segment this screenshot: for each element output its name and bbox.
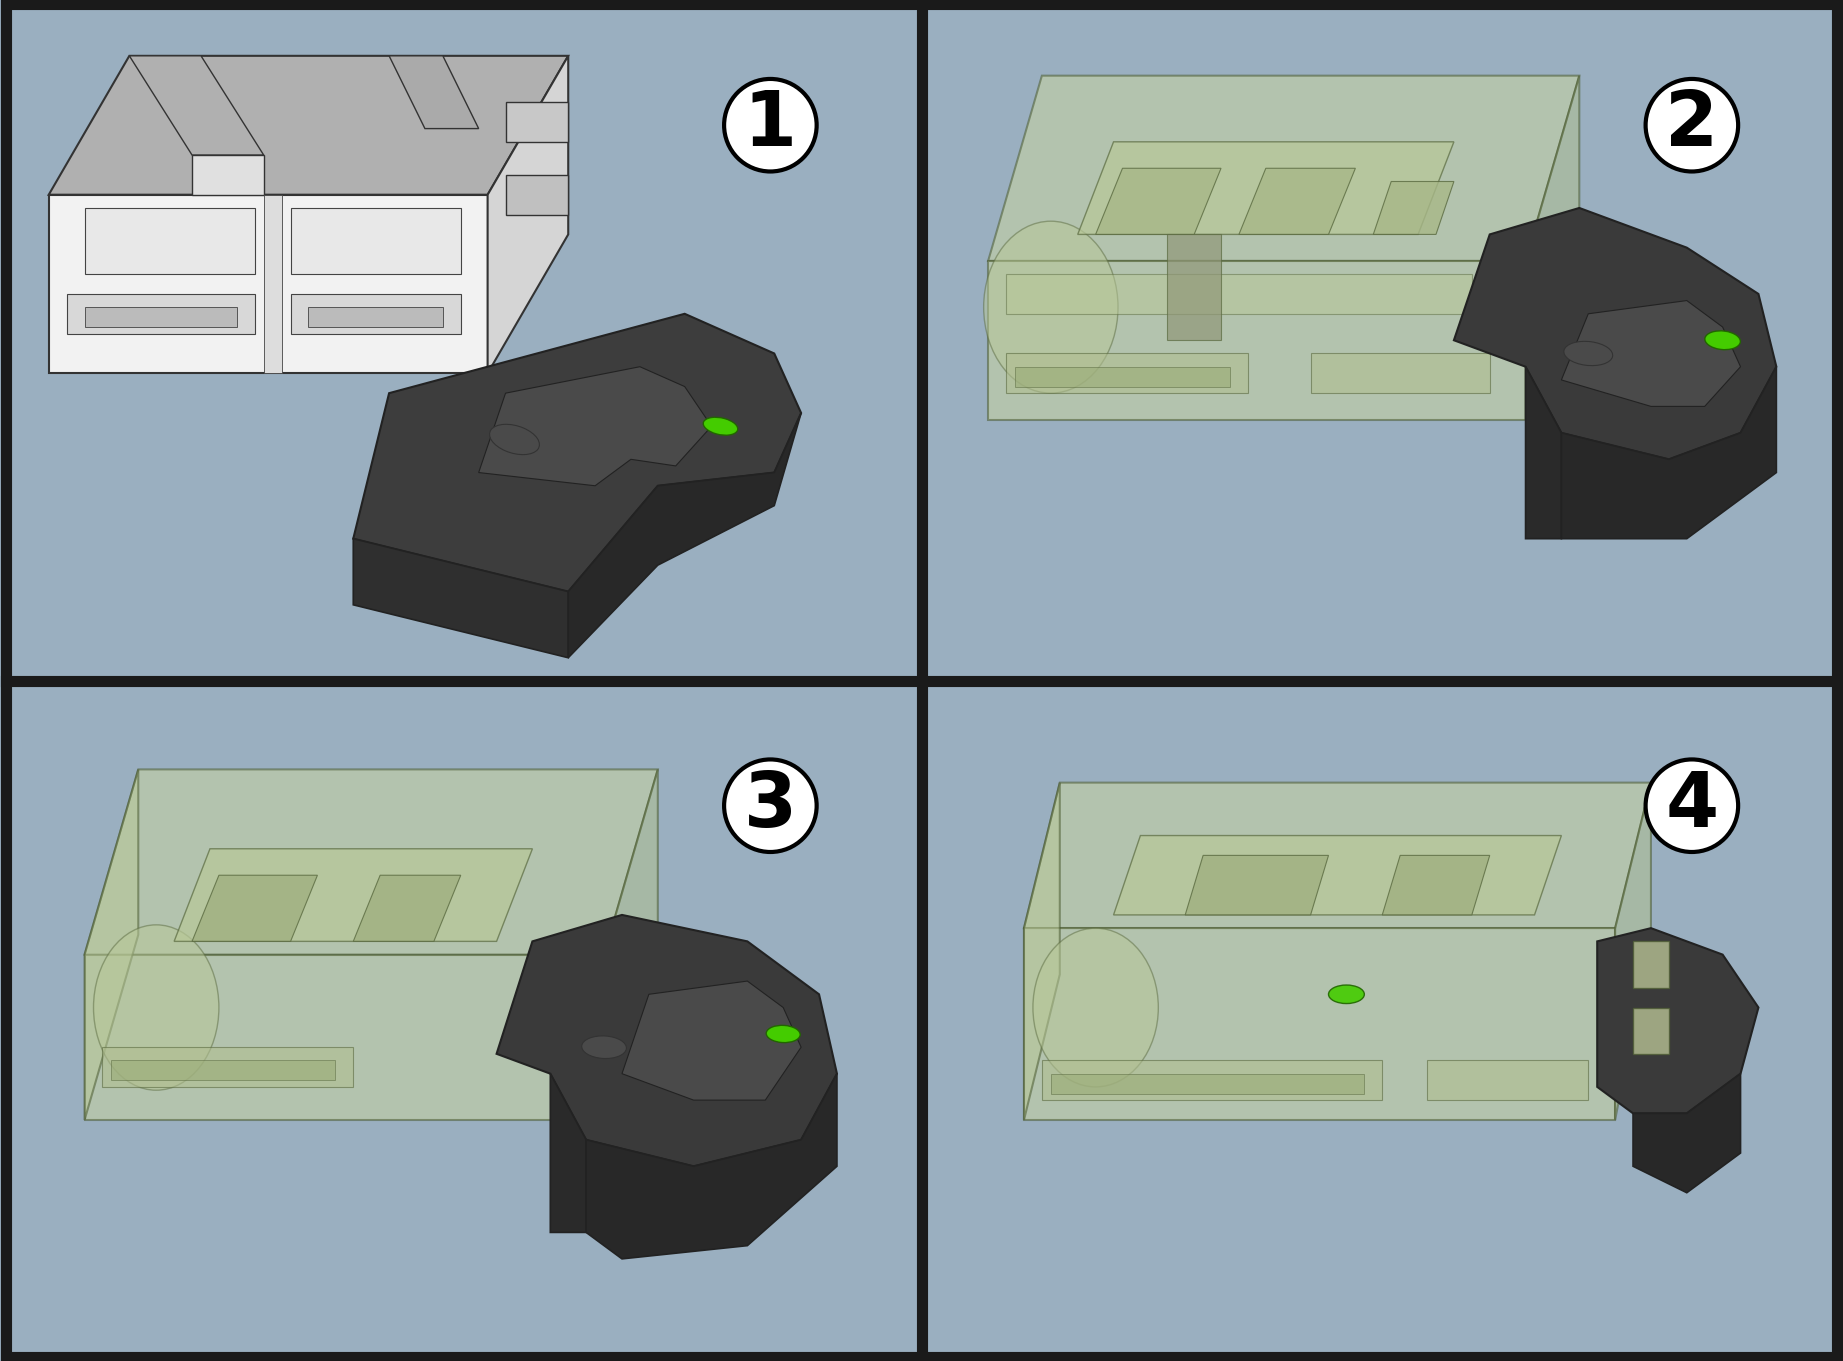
Ellipse shape — [704, 418, 737, 436]
Polygon shape — [85, 954, 605, 1120]
Polygon shape — [1561, 301, 1740, 407]
Polygon shape — [1373, 181, 1454, 234]
Polygon shape — [1025, 783, 1651, 928]
Polygon shape — [1078, 142, 1454, 234]
Polygon shape — [1382, 856, 1489, 915]
Polygon shape — [1426, 1060, 1589, 1100]
Polygon shape — [48, 195, 488, 373]
Ellipse shape — [94, 925, 219, 1090]
Polygon shape — [1633, 942, 1670, 988]
Polygon shape — [1561, 366, 1777, 539]
Polygon shape — [291, 294, 461, 333]
Circle shape — [1646, 759, 1738, 852]
Text: 4: 4 — [1666, 769, 1718, 842]
Text: 2: 2 — [1666, 88, 1718, 162]
Polygon shape — [66, 294, 254, 333]
Polygon shape — [1633, 1007, 1670, 1053]
Polygon shape — [85, 208, 254, 274]
Polygon shape — [192, 155, 264, 195]
Polygon shape — [103, 1047, 354, 1087]
Ellipse shape — [582, 1036, 627, 1059]
Polygon shape — [264, 195, 282, 373]
Circle shape — [1646, 79, 1738, 171]
Polygon shape — [354, 539, 568, 657]
Polygon shape — [1614, 783, 1651, 1120]
Text: 3: 3 — [745, 769, 796, 842]
Polygon shape — [1006, 274, 1473, 314]
Polygon shape — [488, 56, 568, 373]
Polygon shape — [85, 769, 138, 1120]
Polygon shape — [1113, 836, 1561, 915]
Text: 1: 1 — [745, 88, 796, 162]
Polygon shape — [496, 915, 837, 1166]
Polygon shape — [1167, 234, 1222, 340]
Polygon shape — [988, 261, 1526, 419]
Polygon shape — [586, 1074, 837, 1259]
Polygon shape — [1041, 1060, 1382, 1100]
Polygon shape — [1238, 169, 1355, 234]
Polygon shape — [354, 314, 802, 592]
Polygon shape — [621, 981, 802, 1100]
Polygon shape — [129, 56, 264, 155]
Polygon shape — [551, 1074, 586, 1233]
Circle shape — [724, 759, 816, 852]
Polygon shape — [1310, 354, 1489, 393]
Polygon shape — [173, 849, 533, 942]
Polygon shape — [1526, 366, 1561, 539]
Polygon shape — [1025, 783, 1060, 1120]
Polygon shape — [85, 769, 658, 954]
Polygon shape — [308, 308, 442, 327]
Polygon shape — [605, 769, 658, 1120]
Polygon shape — [1526, 76, 1579, 419]
Polygon shape — [1051, 1074, 1364, 1093]
Ellipse shape — [984, 222, 1119, 393]
Polygon shape — [389, 56, 479, 128]
Polygon shape — [1633, 1074, 1740, 1192]
Polygon shape — [988, 76, 1579, 261]
Ellipse shape — [1705, 331, 1740, 350]
Polygon shape — [505, 176, 568, 215]
Polygon shape — [1025, 928, 1614, 1120]
Polygon shape — [192, 875, 317, 942]
Polygon shape — [1185, 856, 1329, 915]
Polygon shape — [1598, 928, 1758, 1113]
Polygon shape — [111, 1060, 335, 1081]
Ellipse shape — [490, 425, 540, 455]
Polygon shape — [48, 56, 568, 195]
Polygon shape — [1095, 169, 1222, 234]
Ellipse shape — [1565, 342, 1613, 366]
Polygon shape — [505, 102, 568, 142]
Polygon shape — [354, 875, 461, 942]
Polygon shape — [1015, 366, 1229, 387]
Polygon shape — [85, 308, 236, 327]
Polygon shape — [291, 208, 461, 274]
Circle shape — [724, 79, 816, 171]
Polygon shape — [1006, 354, 1248, 393]
Ellipse shape — [767, 1025, 800, 1043]
Polygon shape — [479, 366, 711, 486]
Polygon shape — [568, 412, 802, 657]
Ellipse shape — [1032, 928, 1157, 1087]
Polygon shape — [1454, 208, 1777, 459]
Ellipse shape — [1329, 985, 1364, 1003]
